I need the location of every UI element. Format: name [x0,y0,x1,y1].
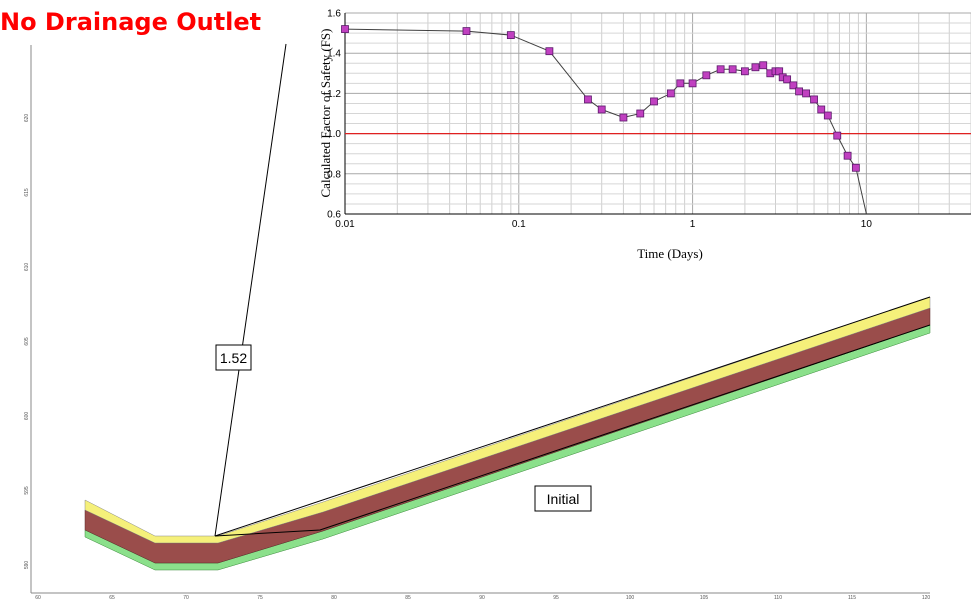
data-point [751,63,760,72]
section-x-tick-label: 60 [35,595,41,600]
leader-line [214,43,287,537]
x-tick-label: 10 [861,219,873,230]
headline: No Drainage Outlet [0,8,262,36]
section-x-tick-label: 95 [553,595,559,600]
data-point [843,151,852,160]
data-point [759,61,768,70]
section-x-tick-label: 75 [257,595,263,600]
data-point [462,27,471,35]
data-point [795,87,803,96]
data-point [716,65,725,74]
data-point [666,89,675,98]
data-point [506,31,515,40]
data-point [802,89,811,98]
data-point [650,97,658,106]
section-y-tick-label: 610 [24,263,30,272]
y-tick-label: 0.6 [327,210,341,221]
section-x-tick-label: 80 [331,595,337,600]
section-x-tick-label: 100 [626,595,635,600]
data-point [688,79,697,88]
data-point [341,25,349,33]
chart-grid [344,12,971,215]
section-x-tick-label: 115 [848,595,856,600]
chart-ticks: 0.6 0.8 1.0 1.2 1.4 1.6 0.01 0.1 1 10 [327,9,872,231]
slip-surface [214,324,931,537]
data-point [817,105,826,114]
y-tick-label: 1.6 [327,9,341,20]
data-point [702,71,711,80]
section-x-tick-label: 70 [183,595,189,600]
y-axis-label: Calculated Factor of Safety (FS) [318,29,333,198]
section-y-tick-label: 615 [24,188,30,197]
stage-label: Initial [547,491,580,507]
section-y-tick-label: 620 [24,114,30,123]
data-point [740,67,749,76]
section-y-ticks: 620 615 610 605 600 595 590 [24,114,30,570]
y-tick-label: 0.8 [327,169,341,180]
data-point [851,163,860,172]
stage-label-box [534,485,592,512]
data-point [636,109,645,118]
yellow-surface-layer [84,296,931,544]
data-point [584,95,592,104]
section-x-ticks: 60 65 70 75 80 85 90 95 100 105 110 115 120 [35,595,930,600]
data-point [676,79,685,88]
section-y-tick-label: 600 [24,412,30,421]
x-axis-label: Time (Days) [637,246,703,261]
section-y-tick-label: 605 [24,337,30,346]
data-point [728,65,737,74]
section-y-tick-label: 595 [24,486,30,495]
y-tick-label: 1.4 [327,49,341,60]
x-tick-label: 0.1 [512,219,526,230]
x-tick-label: 0.01 [335,219,355,230]
y-tick-label: 1.2 [327,89,341,100]
section-x-tick-label: 105 [700,595,709,600]
section-x-tick-label: 85 [405,595,411,600]
data-point [783,75,792,84]
fs-series-points [341,25,860,172]
surface-line [214,296,931,537]
data-point [597,105,606,114]
data-point [545,47,554,56]
x-tick-label: 1 [690,219,696,230]
section-x-tick-label: 90 [479,595,485,600]
fs-label: 1.52 [220,350,247,366]
section-x-tick-label: 110 [774,595,782,600]
data-point [833,131,842,140]
y-tick-label: 1.0 [327,129,341,140]
section-y-tick-label: 590 [24,561,30,570]
data-point [810,95,818,104]
data-point [619,113,628,122]
section-x-tick-label: 65 [109,595,115,600]
fs-label-box [215,344,252,371]
data-point [789,81,798,90]
data-point [823,111,832,120]
section-x-tick-label: 120 [922,595,931,600]
